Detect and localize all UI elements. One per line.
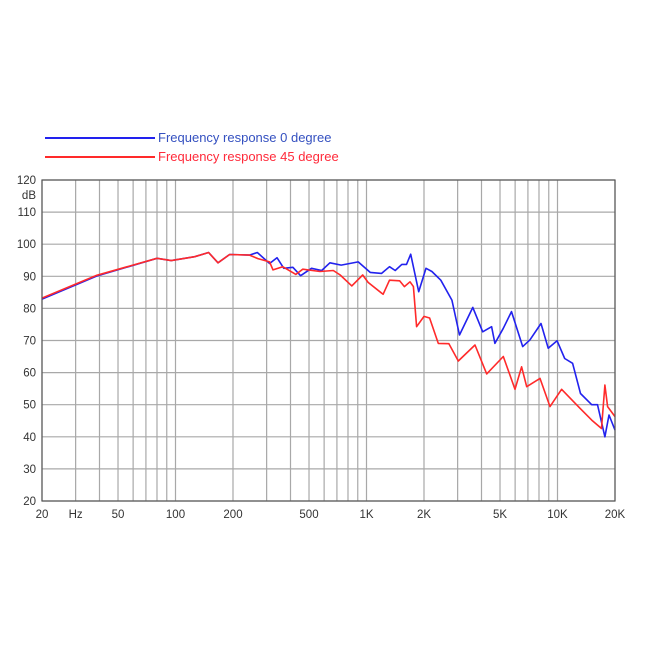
y-tick-label: 40	[23, 432, 36, 444]
y-tick-label: 120	[17, 175, 36, 187]
x-tick-label: 2K	[417, 509, 431, 521]
series-line-0	[41, 251, 616, 438]
y-tick-label: 90	[23, 271, 36, 283]
x-tick-label: 10K	[547, 509, 568, 521]
x-tick-label: 20	[36, 509, 49, 521]
legend: Frequency response 0 degree Frequency re…	[45, 130, 339, 164]
x-tick-label: 20K	[605, 509, 626, 521]
series-lines	[41, 251, 616, 438]
y-axis-ticks: 20 30 40 50 60 70 80 90 100 110 120	[17, 175, 36, 508]
plot-frame	[41, 179, 616, 502]
x-tick-label: 500	[299, 509, 318, 521]
legend-label-45deg: Frequency response 45 degree	[158, 149, 339, 164]
x-axis-ticks: 20 Hz 50 100 200 500 1K 2K 5K 10K 20K	[36, 509, 626, 521]
y-tick-label: 60	[23, 368, 36, 380]
y-tick-label: 50	[23, 400, 36, 412]
y-tick-label: 20	[23, 496, 36, 508]
x-tick-label: 50	[112, 509, 125, 521]
y-tick-label: 70	[23, 336, 36, 348]
y-axis-label: dB	[22, 190, 36, 202]
y-tick-label: 80	[23, 303, 36, 315]
y-tick-label: 30	[23, 464, 36, 476]
x-tick-label: 200	[223, 509, 242, 521]
series-line-1	[41, 251, 616, 430]
y-tick-label: 100	[17, 239, 36, 251]
x-tick-label: 100	[166, 509, 185, 521]
x-tick-label: Hz	[69, 509, 83, 521]
legend-label-0deg: Frequency response 0 degree	[158, 130, 331, 145]
x-tick-label: 1K	[359, 509, 373, 521]
y-tick-label: 110	[18, 207, 36, 219]
x-tick-label: 5K	[493, 509, 507, 521]
